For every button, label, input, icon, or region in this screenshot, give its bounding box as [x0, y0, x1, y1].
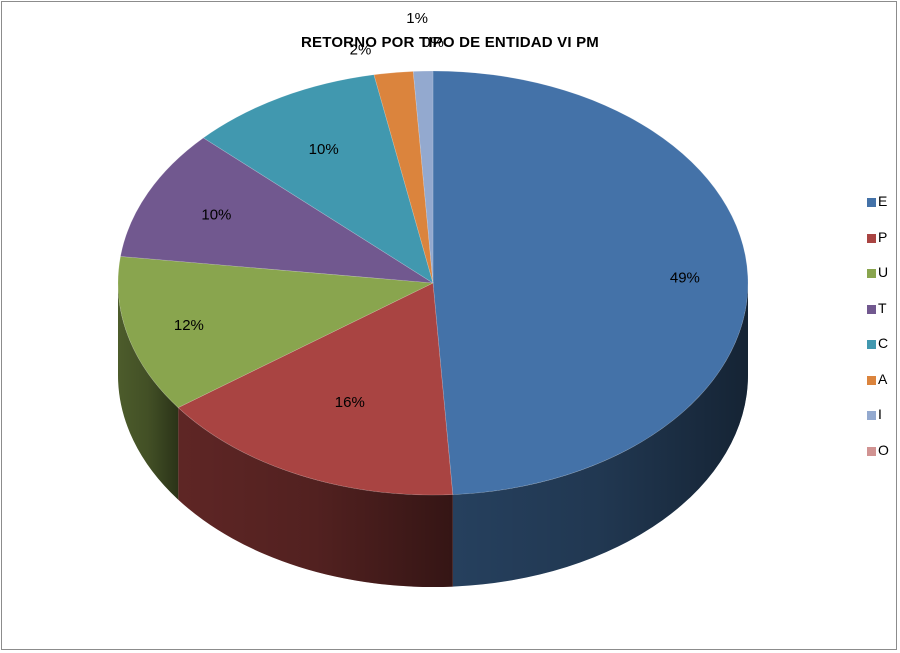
- pie-slice-I: [412, 70, 434, 284]
- pie-data-labels: 49% 16% 12% 10% 10% 2% 1% 0%: [174, 10, 700, 411]
- data-label-O: 0%: [422, 34, 444, 51]
- pie-slice-T: [120, 137, 434, 284]
- legend-swatch-T: [867, 304, 876, 314]
- data-label-C: 10%: [309, 141, 339, 158]
- data-label-T: 10%: [201, 206, 231, 223]
- pie-side-shade-E: [452, 283, 748, 587]
- legend-item-C: C: [867, 335, 888, 351]
- legend-label-U: U: [878, 264, 889, 280]
- legend-label-O: O: [878, 441, 889, 458]
- legend-label-E: E: [878, 193, 888, 209]
- pie-slice-E: [432, 70, 749, 495]
- pie-side-shade-P: [178, 407, 453, 587]
- pie-slice-P: [177, 282, 454, 496]
- legend-swatch-O: [867, 446, 876, 456]
- legend-swatch-P: [867, 233, 876, 243]
- pie-side-shade-U: [118, 283, 179, 500]
- legend-item-I: I: [867, 406, 882, 422]
- data-label-P: 16%: [335, 394, 365, 411]
- legend-label-P: P: [878, 228, 888, 245]
- legend-item-O: O: [867, 442, 889, 458]
- legend-swatch-E: [867, 198, 876, 207]
- legend-item-A: A: [867, 371, 887, 387]
- chart-title: RETORNO POR TIPO DE ENTIDAD VI PM: [300, 34, 600, 51]
- pie-slice-C: [202, 74, 434, 284]
- legend-label-A: A: [878, 370, 888, 387]
- legend-swatch-C: [867, 340, 876, 349]
- data-label-U: 12%: [174, 317, 204, 334]
- pie-side-walls: [118, 283, 748, 587]
- pie-slice-A: [373, 71, 434, 284]
- pie-slice-U: [117, 256, 435, 408]
- legend-item-P: P: [867, 229, 887, 245]
- data-label-E: 49%: [670, 270, 700, 287]
- legend-item-U: U: [867, 264, 888, 280]
- pie-top-slices: [117, 70, 749, 496]
- data-label-I: 1%: [406, 10, 428, 27]
- legend-item-E: E: [867, 193, 887, 209]
- legend-item-T: T: [867, 300, 887, 316]
- legend-label-C: C: [878, 335, 889, 351]
- legend-label-I: I: [878, 406, 882, 422]
- legend-swatch-I: [867, 411, 876, 420]
- data-label-A: 2%: [350, 42, 372, 59]
- legend-label-T: T: [878, 299, 887, 316]
- legend-swatch-A: [867, 375, 876, 385]
- legend-swatch-U: [867, 269, 876, 278]
